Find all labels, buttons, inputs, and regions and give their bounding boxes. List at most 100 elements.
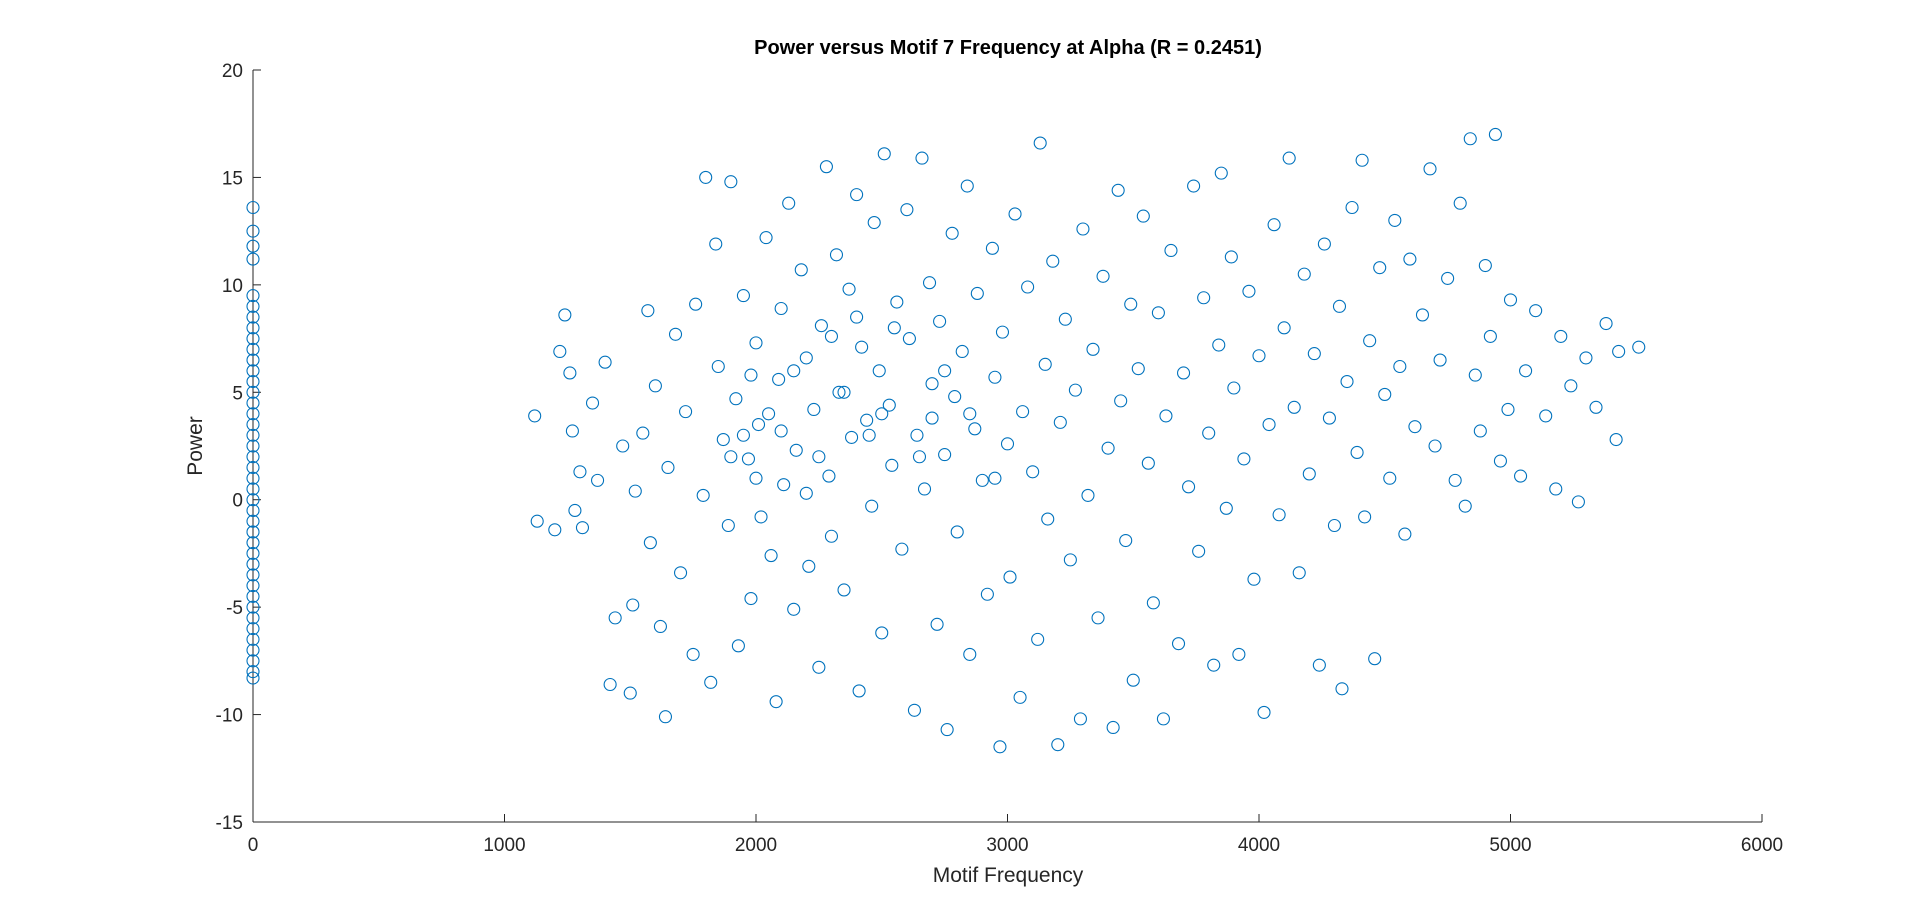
scatter-point [628, 484, 642, 498]
x-tick-label: 6000 [1741, 835, 1783, 856]
scatter-point [938, 448, 952, 462]
scatter-point [930, 617, 944, 631]
scatter-point [246, 671, 260, 685]
scatter-point [777, 478, 791, 492]
scatter-point [749, 336, 763, 350]
scatter-point [246, 503, 260, 518]
scatter-point [822, 469, 836, 483]
scatter-point [1571, 495, 1585, 509]
scatter-point [1131, 362, 1145, 376]
scatter-point [246, 310, 260, 324]
scatter-point [1448, 473, 1462, 487]
scatter-point [925, 411, 939, 425]
scatter-point [850, 310, 864, 324]
scatter-point [1403, 252, 1417, 266]
scatter-point [626, 598, 640, 612]
scatter-point [1423, 162, 1437, 176]
scatter-point [246, 321, 260, 335]
scatter-point [1345, 200, 1359, 215]
scatter-point [704, 675, 718, 689]
scatter-point [1332, 299, 1347, 313]
scatter-point [1091, 611, 1105, 625]
scatter-point [246, 239, 260, 253]
scatter-point [875, 626, 889, 640]
scatter-point [1053, 415, 1067, 429]
scatter-point [648, 379, 662, 393]
scatter-point [829, 248, 844, 262]
x-tick-label: 3000 [986, 835, 1028, 856]
scatter-point [246, 289, 260, 303]
scatter-point [548, 523, 562, 537]
scatter-point [774, 301, 788, 316]
scatter-point [1317, 237, 1331, 251]
y-tick-label: 10 [222, 276, 243, 297]
scatter-point [636, 426, 650, 440]
scatter-point [623, 686, 637, 700]
scatter-point [787, 602, 801, 616]
scatter-point [1468, 368, 1482, 382]
scatter-point [1388, 213, 1402, 227]
y-tick-label: 5 [232, 383, 243, 404]
scatter-point [724, 450, 738, 464]
scatter-point [912, 450, 927, 464]
scatter-point [661, 460, 675, 475]
scatter-point [673, 566, 688, 580]
scatter-point [933, 314, 947, 328]
scatter-point [699, 170, 713, 184]
scatter-point [246, 536, 260, 550]
scatter-point [1302, 467, 1316, 481]
scatter-point [246, 482, 260, 496]
y-tick-label: -5 [226, 598, 243, 619]
scatter-point [679, 405, 693, 419]
scatter-point [762, 407, 776, 421]
scatter-point [246, 450, 260, 464]
scatter-point [246, 611, 260, 625]
scatter-point [1393, 359, 1407, 374]
scatter-point [1287, 400, 1301, 414]
scatter-point [1579, 351, 1593, 365]
scatter-point [1187, 179, 1201, 193]
scatter-point [802, 559, 816, 573]
scatter-point [246, 299, 260, 313]
scatter-point [1408, 420, 1422, 434]
scatter-point [1340, 374, 1354, 389]
scatter-point [837, 583, 851, 597]
x-tick-label: 4000 [1238, 835, 1280, 856]
scatter-point [862, 428, 876, 442]
scatter-point [246, 579, 260, 593]
scatter-point [1096, 269, 1110, 283]
scatter-point [980, 587, 994, 601]
scatter-point [882, 398, 896, 412]
scatter-point [900, 203, 914, 217]
scatter-point [938, 364, 952, 378]
scatter-point [902, 332, 916, 346]
scatter-point [246, 252, 260, 266]
scatter-point [789, 443, 803, 457]
scatter-point [1016, 405, 1030, 419]
scatter-point [641, 304, 655, 318]
scatter-point [1355, 153, 1369, 167]
scatter-point [845, 430, 859, 444]
scatter-point [1441, 271, 1455, 285]
scatter-point [855, 340, 869, 354]
scatter-point [668, 327, 683, 341]
scatter-point [970, 286, 984, 301]
scatter-point [246, 525, 260, 539]
scatter-point [1232, 647, 1246, 661]
scatter-point [1453, 196, 1467, 210]
scatter-point [759, 231, 773, 245]
x-tick-label: 5000 [1489, 835, 1531, 856]
scatter-point [1488, 127, 1502, 142]
scatter-point [741, 452, 756, 466]
scatter-point [1257, 705, 1271, 719]
scatter-point [799, 486, 813, 500]
scatter-point [1297, 267, 1311, 281]
scatter-point [963, 647, 977, 661]
scatter-point [1612, 344, 1626, 359]
scatter-point [744, 368, 758, 382]
scatter-point [689, 297, 703, 311]
scatter-point [1038, 357, 1052, 371]
scatter-point [850, 188, 864, 202]
scatter-point [563, 366, 577, 380]
